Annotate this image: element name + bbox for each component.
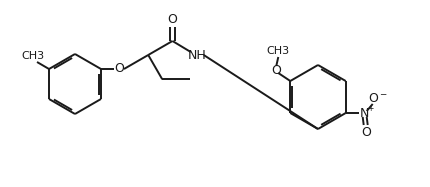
Text: O$^-$: O$^-$: [367, 91, 387, 105]
Text: +: +: [367, 103, 373, 113]
Text: NH: NH: [187, 48, 206, 62]
Text: N: N: [359, 107, 369, 119]
Text: O: O: [271, 65, 280, 77]
Text: CH3: CH3: [266, 46, 289, 56]
Text: O: O: [114, 62, 124, 76]
Text: CH3: CH3: [22, 51, 44, 61]
Text: O: O: [167, 13, 177, 25]
Text: O: O: [360, 126, 370, 140]
